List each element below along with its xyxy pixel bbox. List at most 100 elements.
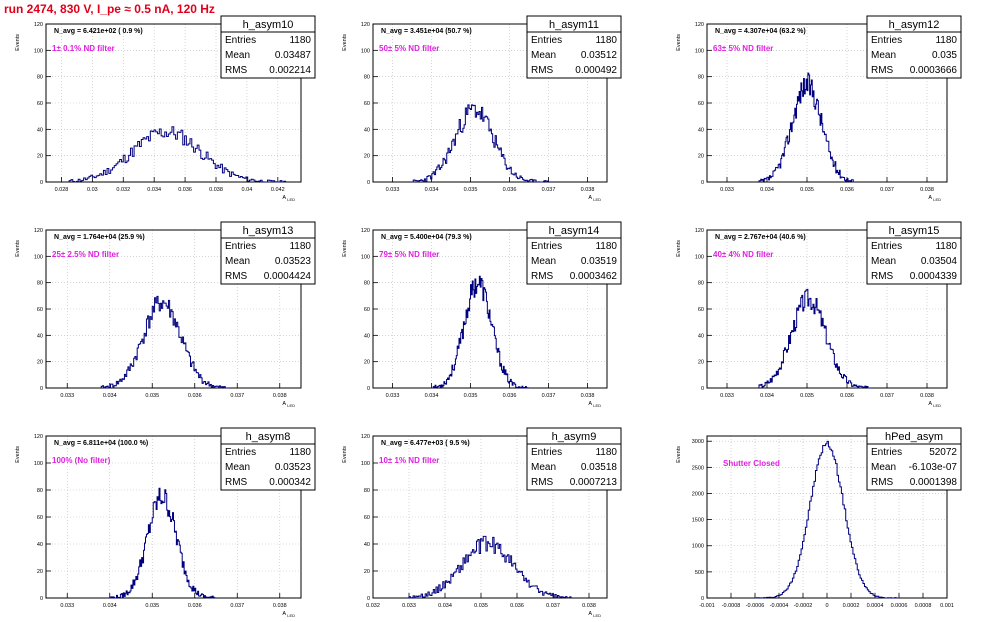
y-tick-label: 20	[364, 569, 370, 575]
y-tick-label: 80	[364, 281, 370, 287]
stats-box	[220, 427, 316, 491]
panel-h_asym11: 0.033 0.034 0.035 0.036 0.037 0.038 0 20 40 60 80 1…	[342, 15, 622, 202]
x-tick-label: 0.033	[60, 603, 74, 609]
y-tick-label: 20	[698, 360, 704, 366]
stats-value: 1180	[289, 35, 311, 46]
filter-label: 10± 1% ND filter	[379, 456, 439, 465]
y-tick-label: 120	[361, 434, 370, 440]
x-axis-title: A LED	[282, 195, 295, 202]
stats-box	[526, 221, 622, 285]
y-tick-label: 100	[695, 48, 704, 54]
panel-h_asym10: 0.028 0.03 0.032 0.034 0.036 0.038 0.04 0.042 0 2…	[15, 15, 316, 202]
y-tick-label: 1000	[692, 544, 704, 550]
y-tick-label: 100	[695, 254, 704, 260]
x-tick-label: 0.035	[800, 393, 814, 399]
stats-value: 0.03523	[275, 462, 312, 473]
stats-value: 1180	[289, 447, 311, 458]
navg-label: N_avg = 6.477e+03 ( 9.5 %)	[381, 440, 470, 447]
filter-label: 1± 0.1% ND filter	[52, 44, 115, 53]
stats-value: 0.035	[932, 50, 957, 61]
x-tick-label: 0.035	[464, 187, 478, 193]
stats-value: 0.000492	[575, 65, 617, 76]
y-tick-label: 2000	[692, 491, 704, 497]
y-tick-label: 0	[701, 180, 704, 186]
stats-key: Mean	[871, 50, 896, 61]
x-tick-label: 0.032	[116, 187, 130, 193]
y-tick-label: 0	[701, 386, 704, 392]
y-tick-label: 40	[37, 333, 43, 339]
y-tick-label: 40	[698, 127, 704, 133]
stats-value: 0.0001398	[910, 477, 958, 488]
y-tick-label: 80	[37, 488, 43, 494]
x-tick-label: 0.038	[209, 187, 223, 193]
y-tick-label: 120	[34, 22, 43, 28]
y-axis-title: Events	[342, 446, 348, 463]
y-tick-label: 60	[37, 101, 43, 107]
stats-key: RMS	[531, 477, 554, 488]
x-tick-label: 0.037	[880, 187, 894, 193]
stats-title: h_asym10	[243, 19, 294, 31]
y-tick-label: 80	[364, 75, 370, 81]
y-tick-label: 0	[367, 180, 370, 186]
panel-h_asym13: 0.033 0.034 0.035 0.036 0.037 0.038 0 20 40 60 80 1…	[15, 221, 316, 408]
y-tick-label: 120	[34, 228, 43, 234]
y-tick-label: 20	[37, 569, 43, 575]
histogram-series	[100, 295, 229, 389]
x-axis-title: A LED	[588, 195, 601, 202]
panel-h_asym12: 0.033 0.034 0.035 0.036 0.037 0.038 0 20 40 60 80 1…	[676, 15, 962, 202]
stats-key: Mean	[871, 462, 896, 473]
y-tick-label: 2500	[692, 465, 704, 471]
x-tick-label: 0.0002	[843, 603, 860, 609]
y-tick-label: 3000	[692, 439, 704, 445]
histogram-series	[109, 487, 216, 599]
y-tick-label: 100	[34, 254, 43, 260]
x-tick-label: 0.0006	[891, 603, 908, 609]
y-tick-label: 60	[364, 515, 370, 521]
stats-key: RMS	[871, 477, 894, 488]
x-tick-label: 0.035	[474, 603, 488, 609]
x-axis-title: A LED	[928, 401, 941, 408]
y-tick-label: 120	[361, 228, 370, 234]
y-tick-label: 20	[37, 360, 43, 366]
stats-key: Entries	[225, 447, 256, 458]
y-tick-label: 20	[698, 154, 704, 160]
y-axis-title: Events	[676, 240, 682, 257]
x-tick-label: 0.0004	[867, 603, 884, 609]
histogram-series	[412, 104, 549, 183]
y-tick-label: 40	[364, 333, 370, 339]
histogram-series	[408, 535, 572, 599]
x-tick-label: -0.0006	[746, 603, 765, 609]
stats-value: 52072	[929, 447, 957, 458]
y-tick-label: 80	[698, 281, 704, 287]
x-tick-label: 0.033	[720, 187, 734, 193]
stats-title: h_asym12	[889, 19, 940, 31]
stats-key: Entries	[531, 447, 562, 458]
navg-label: N_avg = 2.767e+04 (40.6 %)	[715, 234, 806, 241]
filter-label: 100% (No filter)	[52, 456, 111, 465]
y-tick-label: 100	[34, 48, 43, 54]
x-tick-label: 0.036	[188, 603, 202, 609]
stats-box	[866, 427, 962, 491]
y-tick-label: 100	[361, 48, 370, 54]
y-axis-title: Events	[15, 446, 21, 463]
y-axis-title: Events	[342, 240, 348, 257]
y-tick-label: 40	[364, 127, 370, 133]
panel-h_asym15: 0.033 0.034 0.035 0.036 0.037 0.038 0 20 40 60 80 1…	[676, 221, 962, 408]
stats-title: h_asym8	[246, 431, 291, 443]
x-tick-label: 0	[825, 603, 828, 609]
stats-key: RMS	[531, 65, 554, 76]
histogram-series	[755, 440, 899, 599]
y-tick-label: 80	[37, 75, 43, 81]
x-tick-label: -0.0008	[722, 603, 741, 609]
y-tick-label: 60	[364, 307, 370, 313]
stats-box	[526, 427, 622, 491]
stats-value: 0.03519	[581, 256, 618, 267]
x-tick-label: -0.001	[699, 603, 715, 609]
stats-key: Entries	[225, 241, 256, 252]
stats-key: Entries	[871, 35, 902, 46]
x-tick-label: 0.033	[386, 393, 400, 399]
filter-label: 79± 5% ND filter	[379, 250, 439, 259]
y-axis-title: Events	[15, 240, 21, 257]
filter-label: 50± 5% ND filter	[379, 44, 439, 53]
histogram-series	[431, 275, 529, 389]
